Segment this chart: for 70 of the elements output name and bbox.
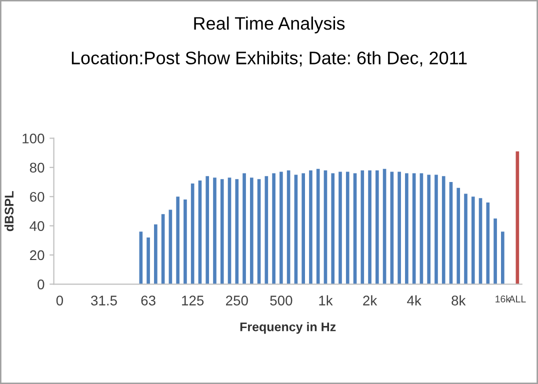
- bar: [398, 172, 401, 284]
- bar: [206, 176, 210, 284]
- bar: [360, 170, 364, 284]
- x-tick-label: 2k: [363, 295, 378, 306]
- bar: [235, 179, 239, 284]
- x-tick-label: 500: [270, 296, 292, 306]
- x-tick-label: 31.5: [91, 296, 117, 306]
- bar: [382, 168, 386, 284]
- bar: [220, 179, 224, 284]
- bar: [442, 176, 446, 284]
- bar: [176, 196, 180, 284]
- bar: [486, 202, 490, 284]
- bar: [242, 173, 246, 284]
- bar: [154, 224, 158, 284]
- bar: [516, 151, 520, 284]
- y-tick-label: 60: [30, 192, 44, 202]
- bar: [478, 198, 482, 284]
- x-axis-title: Frequency in Hz: [240, 322, 336, 334]
- bar: [412, 173, 416, 284]
- bar: [346, 172, 350, 284]
- x-tick-label: 63: [141, 296, 156, 306]
- bar: [250, 178, 254, 284]
- bar: [286, 170, 290, 284]
- x-tick-label: 125: [182, 296, 204, 306]
- y-tick-label: 80: [30, 162, 44, 173]
- bar: [168, 210, 172, 284]
- bar: [316, 168, 320, 284]
- x-tick-label: 8k: [452, 295, 466, 306]
- bar: [302, 173, 305, 284]
- bar: [331, 173, 335, 284]
- bar: [213, 178, 216, 284]
- bar: [161, 214, 165, 284]
- bar: [434, 174, 438, 284]
- bar: [368, 170, 372, 284]
- bar: [309, 170, 312, 284]
- bar: [146, 237, 150, 284]
- x-tick-label: 1k: [319, 295, 333, 306]
- bar: [390, 172, 394, 284]
- chart-title: Real Time Analysis: [194, 16, 345, 34]
- bar: [405, 173, 408, 284]
- bar: [324, 170, 328, 284]
- bar: [353, 173, 357, 284]
- bar: [190, 183, 194, 284]
- y-tick-label: 100: [22, 134, 44, 144]
- bar: [198, 180, 202, 284]
- bar: [257, 179, 261, 284]
- bar: [471, 196, 475, 284]
- x-tick-label: 250: [226, 296, 248, 306]
- bar: [420, 173, 424, 284]
- bar: [272, 173, 276, 284]
- y-axis-title: dBSPL: [4, 191, 14, 232]
- chart-subtitle: Location:Post Show Exhibits; Date: 6th Dec, 2011: [72, 51, 467, 66]
- bar: [228, 178, 232, 284]
- y-tick-label: 0: [38, 279, 44, 290]
- bar: [280, 172, 283, 284]
- y-tick-label: 40: [30, 221, 44, 231]
- bar: [456, 188, 460, 284]
- bar: [449, 182, 453, 284]
- bar: [264, 176, 268, 284]
- bar: [501, 232, 504, 284]
- bar: [464, 194, 468, 284]
- y-tick-label: 20: [30, 250, 44, 260]
- bar: [184, 200, 187, 284]
- bar: [338, 172, 342, 284]
- x-tick-label: 4k: [407, 295, 422, 306]
- bar: [494, 218, 497, 284]
- bar: [427, 174, 430, 284]
- bar: [294, 174, 298, 284]
- x-tick-label: 0: [56, 296, 64, 306]
- bar: [376, 170, 379, 284]
